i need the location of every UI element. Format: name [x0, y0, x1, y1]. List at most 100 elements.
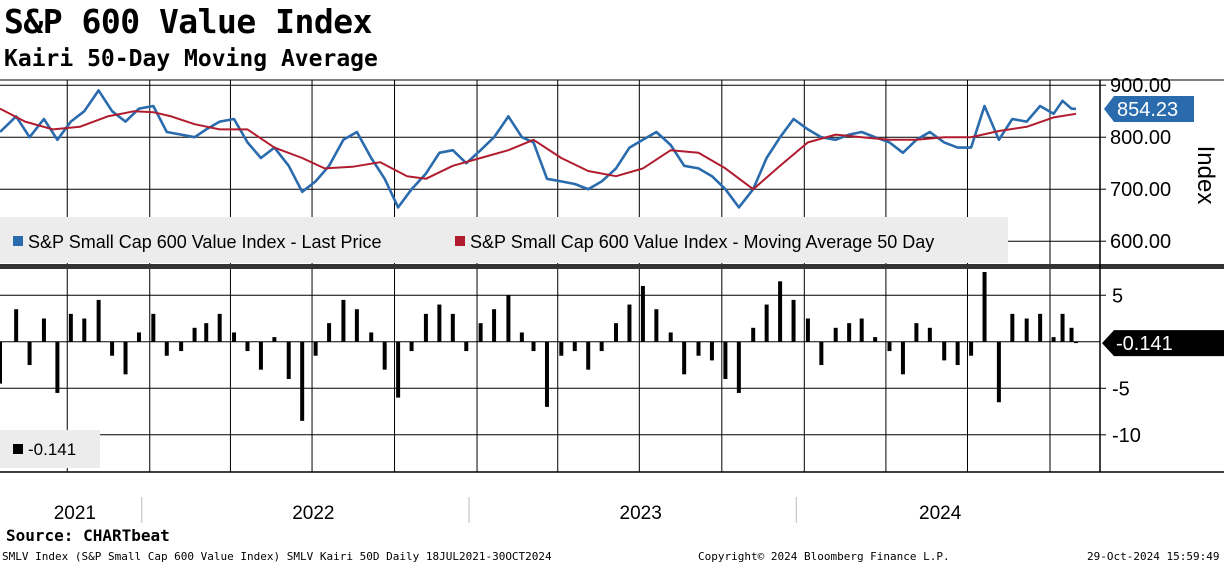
last-price-callout-shape: [1104, 96, 1194, 123]
kairi-bar: [300, 341, 305, 421]
kairi-bar: [914, 323, 919, 342]
x-tick-label: 2022: [292, 503, 334, 524]
kairi-bar: [764, 304, 769, 342]
kairi-bar: [192, 327, 197, 342]
kairi-bar: [682, 341, 687, 375]
kairi-bar: [258, 341, 263, 370]
kairi-bar: [110, 341, 115, 356]
axes-layer: 900.00 800.00 700.00 600.00 5 -5 -10 2021 2022 20…: [0, 75, 1224, 524]
kairi-bar: [1051, 337, 1056, 342]
kairi-bar: [887, 341, 892, 352]
kairi-bar: [409, 341, 414, 352]
kairi-bar: [396, 341, 401, 398]
kairi-bar: [640, 285, 645, 342]
price-line: [0, 89, 1077, 209]
kairi-bar: [437, 304, 442, 342]
kairi-bar: [709, 341, 714, 361]
kairi-bar: [27, 341, 32, 366]
kairi-bar: [519, 332, 524, 342]
series-layer: [0, 89, 1078, 421]
kairi-bar: [0, 341, 2, 384]
kairi-bar: [151, 313, 156, 342]
kairi-bar: [341, 299, 346, 342]
x-tick-label: 2024: [919, 503, 962, 524]
y-tick-label: -10: [1112, 425, 1141, 447]
x-tick-label: 2023: [620, 503, 662, 524]
kairi-bar: [559, 341, 564, 356]
last-kairi-callout: -0.141: [1102, 330, 1224, 357]
kairi-bar: [819, 341, 824, 366]
kairi-bar: [245, 341, 250, 352]
kairi-bar: [204, 323, 209, 342]
kairi-bar: [96, 299, 101, 342]
chart-subtitle: Kairi 50-Day Moving Average: [4, 46, 378, 72]
kairi-bar: [464, 341, 469, 352]
y-tick-label: 900.00: [1110, 75, 1171, 97]
kairi-bar: [599, 341, 604, 352]
kairi-bar: [450, 313, 455, 342]
footer-copyright: Copyright© 2024 Bloomberg Finance L.P.: [698, 550, 950, 563]
kairi-bar: [68, 313, 73, 342]
kairi-bar: [313, 341, 318, 356]
legend-label-kairi: -0.141: [28, 440, 76, 459]
source-label: Source: CHARTbeat: [6, 526, 170, 545]
kairi-bar: [614, 323, 619, 342]
kairi-bar: [900, 341, 905, 375]
y-tick-label: 800.00: [1110, 127, 1171, 149]
kairi-bar: [531, 341, 536, 352]
kairi-bar: [217, 313, 222, 342]
footer-ticker-info: SMLV Index (S&P Small Cap 600 Value Inde…: [2, 550, 552, 563]
last-price-value: 854.23: [1117, 99, 1178, 121]
kairi-bar: [506, 295, 511, 342]
kairi-bar: [82, 318, 87, 342]
kairi-bar: [1024, 318, 1029, 342]
y-tick-label: 700.00: [1110, 179, 1171, 201]
kairi-bar: [654, 309, 659, 342]
kairi-bar: [751, 327, 756, 342]
kairi-bar: [164, 341, 169, 356]
last-price-callout: 854.23: [1104, 96, 1194, 123]
kairi-bar: [833, 327, 838, 342]
legend-swatch-kairi: [13, 444, 23, 454]
kairi-bar: [805, 318, 810, 342]
kairi-bar: [1060, 313, 1065, 342]
kairi-bar: [55, 341, 60, 393]
kairi-bar: [969, 341, 974, 356]
kairi-bar: [1069, 327, 1074, 342]
y-tick-label: -5: [1112, 378, 1130, 400]
legend-swatch-price: [13, 236, 23, 246]
kairi-bar: [723, 341, 728, 379]
kairi-bar: [668, 332, 673, 342]
kairi-bar: [736, 341, 741, 393]
legend-label-price: S&P Small Cap 600 Value Index - Last Pri…: [28, 232, 382, 252]
kairi-bar: [1038, 313, 1043, 342]
kairi-bar: [123, 341, 128, 375]
kairi-bar: [382, 341, 387, 370]
kairi-bar: [859, 318, 864, 342]
kairi-bar: [478, 323, 483, 342]
kairi-bar: [778, 281, 783, 342]
kairi-bar: [1010, 313, 1015, 342]
kairi-bar: [1074, 341, 1078, 344]
kairi-bar: [791, 299, 796, 342]
kairi-bar: [955, 341, 960, 366]
y-axis-title: Index: [1192, 146, 1219, 205]
kairi-bar: [492, 309, 497, 342]
kairi-bar: [942, 341, 947, 361]
kairi-bar: [996, 341, 1001, 403]
last-kairi-value: -0.141: [1116, 333, 1173, 355]
kairi-bar: [14, 309, 19, 342]
kairi-bar: [286, 341, 291, 379]
price-legend-box: [0, 217, 1008, 263]
chart-title: S&P 600 Value Index: [4, 2, 373, 41]
kairi-bar: [873, 337, 878, 342]
kairi-bar: [354, 309, 359, 342]
legend-label-ma: S&P Small Cap 600 Value Index - Moving A…: [470, 232, 934, 252]
x-tick-label: 2021: [54, 503, 96, 524]
kairi-bar: [272, 337, 277, 342]
last-kairi-callout-shape: [1102, 330, 1224, 357]
kairi-bar: [136, 332, 141, 342]
legend-swatch-ma: [455, 236, 465, 246]
kairi-bar: [847, 323, 852, 342]
